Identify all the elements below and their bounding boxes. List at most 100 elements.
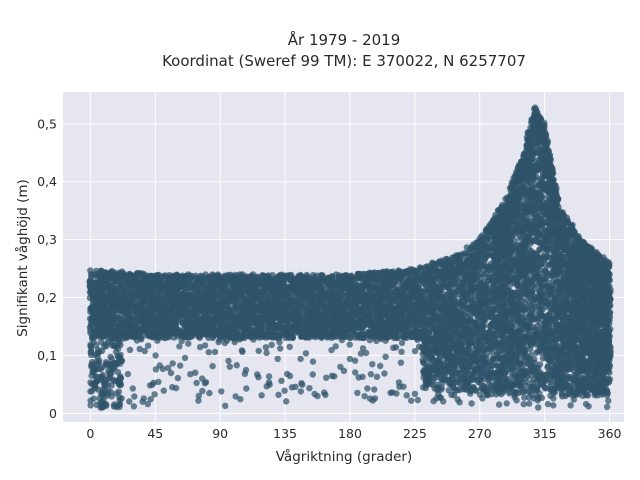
data-point bbox=[411, 390, 419, 397]
data-point bbox=[354, 389, 361, 397]
data-point bbox=[361, 393, 368, 400]
data-point bbox=[393, 390, 400, 397]
data-point bbox=[155, 378, 162, 386]
data-point bbox=[90, 395, 97, 402]
data-point bbox=[255, 347, 262, 355]
data-point bbox=[258, 392, 265, 399]
data-point bbox=[233, 362, 240, 369]
data-point bbox=[169, 360, 176, 367]
data-point bbox=[160, 387, 167, 394]
data-point bbox=[205, 349, 212, 356]
data-point bbox=[174, 374, 182, 382]
data-point bbox=[167, 369, 175, 377]
data-point bbox=[262, 344, 270, 351]
data-point bbox=[263, 349, 270, 357]
data-point bbox=[359, 373, 366, 380]
data-point bbox=[195, 392, 202, 399]
chart-title-line-1: År 1979 - 2019 bbox=[288, 30, 401, 49]
data-point bbox=[239, 348, 246, 355]
data-point bbox=[129, 385, 136, 392]
data-point bbox=[381, 370, 388, 377]
data-point bbox=[362, 349, 370, 357]
data-point bbox=[266, 381, 273, 388]
data-point bbox=[144, 342, 152, 349]
data-point bbox=[243, 385, 250, 392]
data-points bbox=[86, 104, 614, 411]
data-point bbox=[138, 334, 145, 341]
data-point bbox=[185, 340, 192, 347]
data-point bbox=[408, 397, 415, 404]
data-point bbox=[141, 347, 148, 355]
data-point bbox=[340, 367, 348, 374]
data-point bbox=[165, 364, 172, 372]
data-point bbox=[398, 339, 406, 347]
data-point bbox=[201, 342, 209, 349]
data-point bbox=[195, 309, 203, 316]
data-point bbox=[226, 363, 233, 370]
data-point bbox=[382, 353, 389, 360]
data-point bbox=[202, 379, 210, 386]
data-point bbox=[151, 391, 158, 398]
data-point bbox=[275, 391, 282, 398]
data-point bbox=[255, 374, 262, 381]
data-point bbox=[225, 357, 232, 365]
data-point bbox=[332, 343, 339, 350]
data-point bbox=[371, 395, 379, 402]
data-point bbox=[278, 377, 285, 384]
data-point bbox=[131, 393, 138, 400]
data-point bbox=[126, 346, 134, 353]
data-point bbox=[144, 400, 151, 408]
data-point bbox=[369, 361, 376, 368]
data-point bbox=[196, 343, 204, 351]
data-point bbox=[309, 371, 316, 378]
data-point bbox=[140, 395, 147, 402]
data-point bbox=[302, 350, 310, 357]
data-point bbox=[124, 370, 132, 378]
data-point bbox=[277, 345, 284, 352]
data-point bbox=[206, 389, 213, 397]
data-point bbox=[377, 362, 384, 370]
data-point bbox=[172, 384, 180, 392]
data-point bbox=[299, 381, 306, 388]
data-point bbox=[309, 358, 317, 365]
data-point bbox=[222, 402, 229, 409]
data-point bbox=[265, 373, 273, 380]
data-point bbox=[276, 339, 283, 346]
data-point bbox=[351, 357, 359, 364]
data-point bbox=[322, 391, 329, 399]
data-point bbox=[268, 341, 275, 348]
data-point bbox=[286, 343, 293, 350]
data-point bbox=[297, 388, 304, 395]
data-point bbox=[126, 398, 133, 405]
data-point bbox=[211, 348, 219, 356]
data-point bbox=[274, 355, 281, 362]
data-point bbox=[199, 387, 206, 395]
data-point bbox=[397, 359, 405, 366]
data-point bbox=[218, 388, 225, 395]
data-point bbox=[440, 398, 447, 405]
data-point bbox=[195, 397, 202, 404]
data-point bbox=[159, 365, 167, 372]
data-point bbox=[209, 362, 216, 370]
data-point bbox=[187, 371, 194, 378]
data-point bbox=[371, 386, 378, 393]
data-point bbox=[414, 396, 421, 404]
data-point bbox=[283, 398, 290, 405]
data-point bbox=[306, 385, 313, 392]
data-point bbox=[367, 371, 375, 378]
data-point bbox=[331, 373, 338, 380]
data-point bbox=[136, 345, 143, 353]
data-point bbox=[176, 343, 183, 350]
data-point bbox=[346, 341, 353, 348]
data-point bbox=[323, 374, 330, 381]
chart-title-line-2: Koordinat (Sweref 99 TM): E 370022, N 62… bbox=[162, 52, 526, 70]
data-point bbox=[130, 403, 138, 410]
data-point bbox=[392, 344, 400, 351]
data-point bbox=[147, 396, 154, 403]
data-point bbox=[193, 379, 200, 387]
data-point bbox=[281, 387, 288, 394]
data-point bbox=[400, 383, 407, 390]
data-point bbox=[237, 396, 244, 403]
data-point bbox=[181, 354, 189, 362]
data-point bbox=[297, 355, 304, 363]
